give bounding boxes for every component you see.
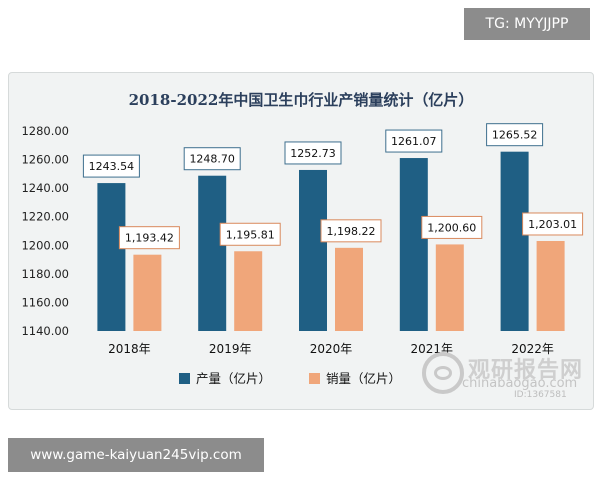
y-axis: 1140.00 1160.00 1180.00 1200.00 1220.00 1240.… (21, 124, 69, 338)
sales-bar-5 (536, 240, 565, 331)
watermark-logo: 观研报告网 chinabaogao.com ID:1367581 (422, 352, 598, 402)
x-category-label-2: 2019年 (209, 342, 252, 356)
sales-bar-3 (335, 247, 363, 331)
production-value-label-4: 1261.07 (391, 135, 437, 148)
y-tick-label: 1180.00 (21, 267, 69, 281)
production-bar-1 (97, 183, 126, 331)
y-tick-label: 1280.00 (21, 124, 69, 138)
bars-group: 1243.54 1,193.42 1248.70 1,195.81 1252.73 1,1… (82, 123, 584, 331)
top-watermark-badge: TG: MYYJJPP (464, 8, 590, 40)
data-label-box (522, 212, 584, 236)
data-label-box (486, 123, 544, 147)
sales-value-label-1: 1,193.42 (125, 232, 174, 245)
chart-card: 2018-2022年中国卫生巾行业产销量统计（亿片） 1140.00 1160.0… (8, 72, 594, 410)
data-label-box (118, 226, 180, 250)
y-tick-label: 1240.00 (21, 181, 69, 195)
legend-label-1: 产量（亿片） (196, 371, 271, 386)
data-label-box (219, 222, 281, 246)
sales-bar-1 (133, 254, 162, 331)
production-bar-5 (500, 151, 529, 331)
legend-swatch-2 (309, 373, 320, 384)
sales-value-label-3: 1,198.22 (327, 225, 376, 238)
watermark-brand-en: chinabaogao.com (462, 376, 578, 391)
chart-title: 2018-2022年中国卫生巾行业产销量统计（亿片） (129, 91, 474, 109)
production-bar-4 (399, 158, 428, 331)
y-tick-label: 1140.00 (21, 324, 69, 338)
production-bar-2 (198, 175, 227, 331)
sales-value-label-2: 1,195.81 (226, 228, 275, 241)
data-label-box (284, 141, 342, 165)
x-category-label-3: 2020年 (310, 342, 353, 356)
y-tick-label: 1200.00 (21, 238, 69, 252)
data-label-box (183, 147, 241, 171)
data-label-box (385, 129, 443, 153)
x-axis: 2018年 2019年 2020年 2021年 2022年 (108, 342, 554, 356)
production-value-label-5: 1265.52 (492, 129, 538, 142)
bottom-url-badge: www.game-kaiyuan245vip.com (8, 438, 264, 472)
production-value-label-1: 1243.54 (89, 160, 135, 173)
x-category-label-5: 2022年 (511, 342, 554, 356)
bar-chart: 2018-2022年中国卫生巾行业产销量统计（亿片） 1140.00 1160.0… (21, 91, 584, 386)
y-tick-label: 1260.00 (21, 153, 69, 167)
legend-label-2: 销量（亿片） (326, 371, 401, 386)
legend: 产量（亿片） 销量（亿片） (179, 371, 401, 386)
production-bar-3 (299, 169, 327, 331)
sales-value-label-4: 1,200.60 (427, 221, 476, 234)
y-tick-label: 1220.00 (21, 210, 69, 224)
sales-bar-2 (234, 251, 263, 331)
watermark-brand-cn: 观研报告网 (468, 358, 584, 383)
data-label-box (421, 215, 483, 239)
sales-bar-4 (435, 244, 464, 331)
y-tick-label: 1160.00 (21, 295, 69, 309)
sales-value-label-5: 1,203.01 (528, 218, 577, 231)
production-value-label-2: 1248.70 (189, 153, 235, 166)
watermark-account-id: ID:1367581 (514, 390, 567, 400)
brand-logo-icon (422, 352, 464, 394)
legend-swatch-1 (179, 373, 190, 384)
data-label-box (82, 154, 140, 178)
data-label-box (320, 219, 382, 243)
x-category-label-1: 2018年 (108, 342, 151, 356)
production-value-label-3: 1252.73 (290, 147, 336, 160)
